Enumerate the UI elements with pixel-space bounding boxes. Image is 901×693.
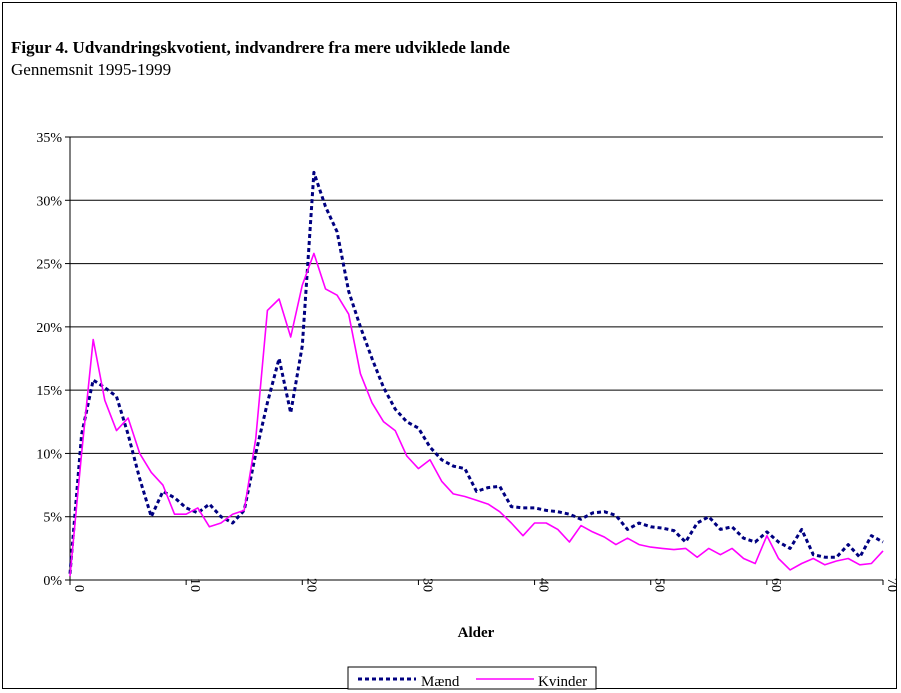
y-tick-labels: 0% 5% 10% 15% 20% 25% 30% 35% — [36, 131, 62, 589]
y-tick-label: 30% — [36, 194, 62, 209]
y-tick-label: 0% — [43, 574, 62, 589]
axes — [69, 137, 884, 585]
grid-lines — [65, 136, 883, 581]
legend-label-maend: Mænd — [421, 674, 460, 690]
legend-box — [347, 666, 597, 690]
y-tick-label: 10% — [36, 447, 62, 462]
x-axis-label: Alder — [458, 625, 495, 641]
y-tick-label: 15% — [36, 384, 62, 399]
x-tick-label: 40 — [536, 578, 551, 592]
x-tick-label: 50 — [652, 578, 667, 592]
x-tick-label: 20 — [303, 578, 318, 592]
series-line-kvinder — [69, 252, 884, 577]
x-tick-label: 30 — [419, 578, 434, 592]
y-tick-label: 25% — [36, 258, 62, 273]
chart-title: Figur 4. Udvandringskvotient, indvandrer… — [11, 38, 510, 57]
x-tick-label: 10 — [187, 578, 202, 592]
y-tick-label: 20% — [36, 321, 62, 336]
series-line-maend — [68, 170, 884, 574]
chart-subtitle: Gennemsnit 1995-1999 — [11, 60, 172, 79]
x-tick-label: 0 — [71, 585, 86, 592]
x-tick-label: 70 — [884, 578, 899, 592]
y-tick-label: 5% — [43, 511, 62, 526]
legend: Mænd Kvinder — [347, 666, 597, 690]
legend-label-kvinder: Kvinder — [538, 674, 587, 690]
y-tick-label: 35% — [36, 131, 62, 146]
x-tick-label: 60 — [768, 578, 783, 592]
series-lines — [68, 170, 884, 577]
x-tick-labels: 0 10 20 30 40 50 60 70 — [71, 578, 899, 592]
